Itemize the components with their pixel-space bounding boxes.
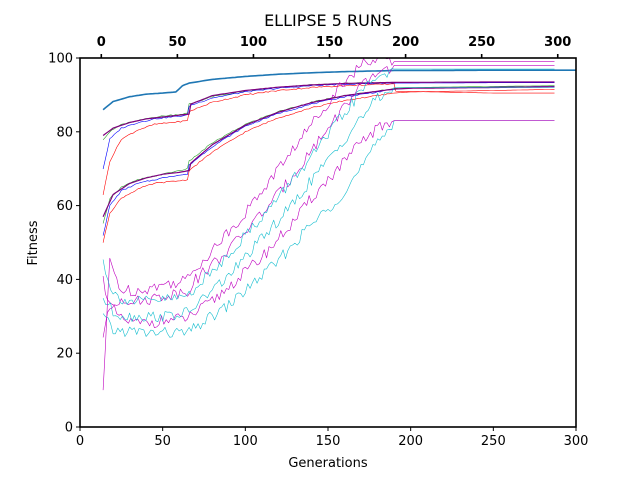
y-tick-label: 0 [65,421,73,436]
series-line [102,120,555,328]
x-tick-label: 200 [398,434,423,449]
y-tick-label: 40 [56,273,73,288]
x-axis-title: Generations [288,456,368,471]
series-line [102,69,576,111]
series-layer [102,57,576,391]
top-tick-label: 0 [97,35,106,50]
x-tick-label: 50 [154,434,171,449]
series-line [102,57,555,391]
y-tick-label: 100 [48,52,73,67]
top-tick-label: 300 [544,35,571,50]
top-tick-label: 100 [240,35,267,50]
x-tick-label: 100 [233,434,258,449]
x-tick-label: 150 [316,434,341,449]
series-line [102,89,555,243]
y-axis-title: Fitness [26,220,41,265]
y-tick-label: 60 [56,199,73,214]
top-tick-label: 150 [316,35,343,50]
series-line [102,83,555,195]
series-line [102,87,555,322]
y-tick-label: 80 [56,125,73,140]
axis-layer: 0 50 100 150 200 250 300 0 20 40 60 80 100 0 50 100 150 2… [48,35,588,449]
top-tick-label: 50 [168,35,186,50]
y-tick-label: 20 [56,347,73,362]
chart-title: ELLIPSE 5 RUNS [264,11,392,30]
series-line [102,68,555,305]
series-line [102,81,555,136]
top-tick-label: 200 [392,35,419,50]
x-tick-label: 250 [481,434,506,449]
x-tick-label: 300 [564,434,589,449]
x-tick-label: 0 [76,434,84,449]
top-tick-label: 250 [468,35,495,50]
series-line [102,65,555,338]
